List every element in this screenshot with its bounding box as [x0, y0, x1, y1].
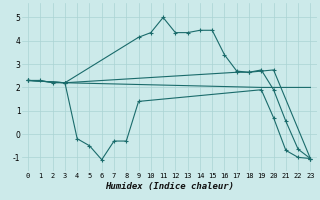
X-axis label: Humidex (Indice chaleur): Humidex (Indice chaleur)	[105, 182, 234, 191]
